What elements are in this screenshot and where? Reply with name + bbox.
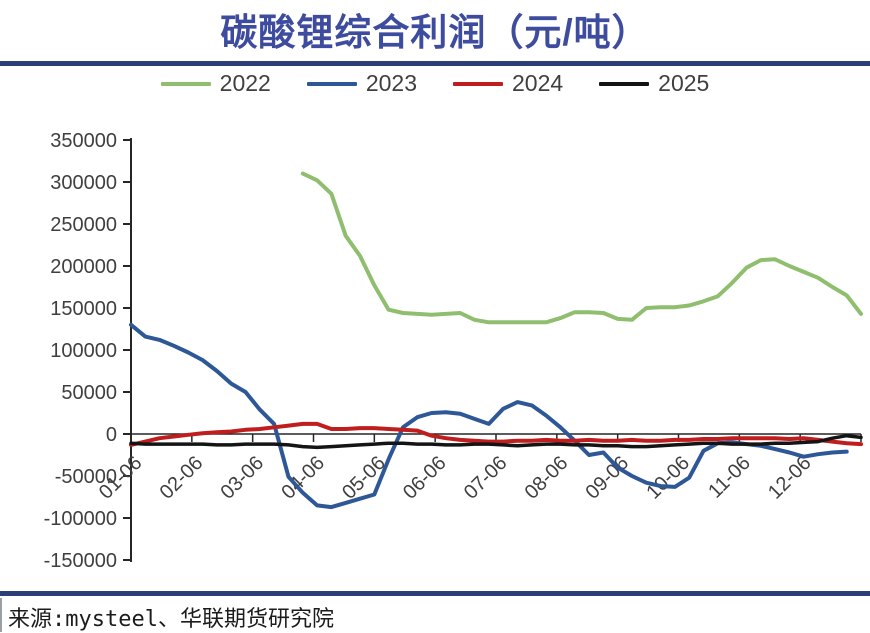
y-axis-label: 350000 — [50, 130, 117, 152]
y-axis-label: 250000 — [50, 214, 117, 236]
legend-item-2022: 2022 — [160, 70, 271, 97]
page-left-border — [0, 598, 2, 632]
y-axis-label: -150000 — [44, 550, 117, 572]
legend-item-2023: 2023 — [306, 70, 417, 97]
y-axis-label: 0 — [106, 424, 117, 446]
x-axis-label: 11-06 — [704, 452, 755, 503]
x-axis-label: 07-06 — [460, 452, 512, 504]
legend-label-2025: 2025 — [658, 70, 710, 96]
legend-swatch-2022 — [160, 81, 211, 86]
y-axis-label: -50000 — [55, 466, 117, 488]
y-axis-label: -100000 — [44, 508, 117, 530]
chart-legend: 2022 2023 2024 2025 — [0, 70, 870, 97]
title-divider — [0, 61, 870, 66]
y-axis-label: 200000 — [50, 256, 117, 278]
legend-swatch-2025 — [599, 81, 650, 86]
x-axis-label: 03-06 — [216, 452, 268, 504]
y-axis-label: 300000 — [50, 172, 117, 194]
source-caption: 来源:mysteel、华联期货研究院 — [8, 607, 334, 632]
legend-item-2024: 2024 — [453, 70, 563, 97]
legend-label-2022: 2022 — [219, 70, 271, 96]
series-line-2024 — [129, 421, 863, 447]
legend-label-2024: 2024 — [512, 70, 564, 96]
y-axis-label: 150000 — [50, 298, 117, 320]
series-line-2022 — [300, 171, 863, 325]
series-line-2025 — [129, 433, 863, 450]
x-axis-label: 06-06 — [399, 452, 451, 504]
x-axis-label: 09-06 — [581, 452, 633, 504]
legend-label-2023: 2023 — [365, 70, 417, 96]
legend-swatch-2023 — [306, 81, 357, 86]
legend-item-2025: 2025 — [599, 70, 709, 97]
footer-divider — [0, 591, 870, 596]
x-axis-label: 12-06 — [764, 452, 816, 504]
x-axis-label: 08-06 — [521, 452, 573, 504]
legend-swatch-2024 — [453, 81, 503, 86]
y-axis-label: 50000 — [61, 382, 117, 404]
chart-title: 碳酸锂综合利润（元/吨） — [220, 12, 650, 53]
x-axis-label: 02-06 — [156, 452, 208, 504]
y-axis-label: 100000 — [50, 340, 117, 362]
